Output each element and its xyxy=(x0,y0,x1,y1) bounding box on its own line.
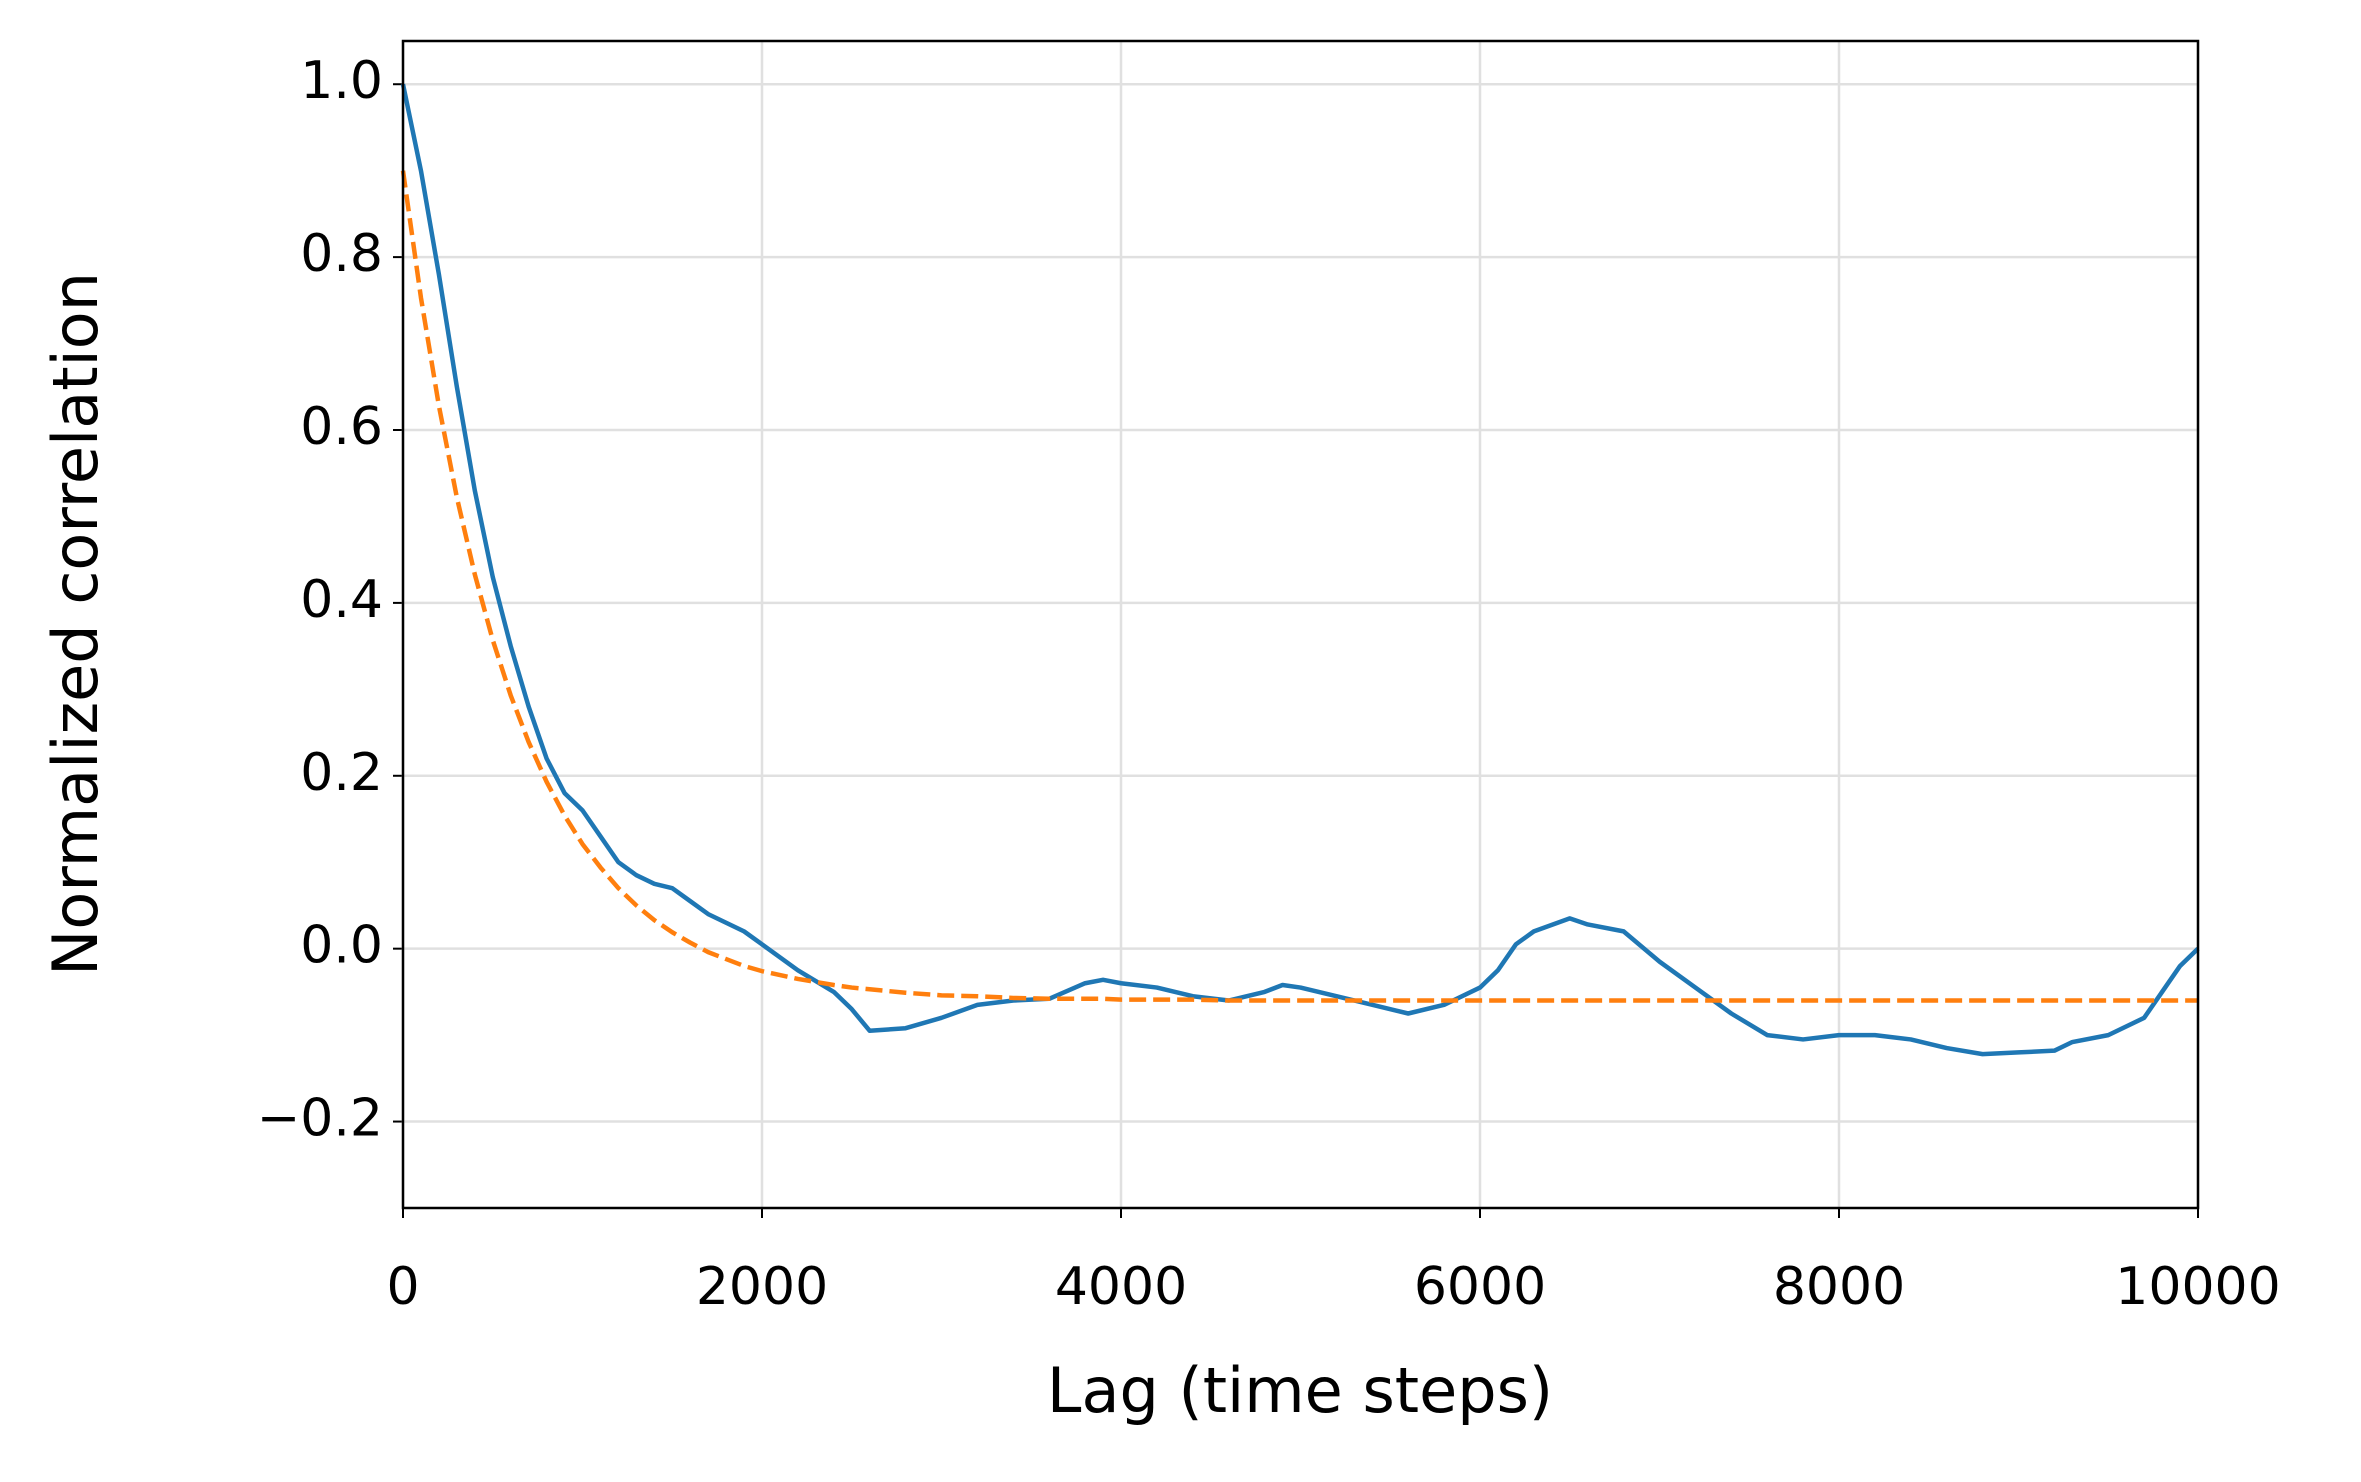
x-tick-label: 6000 xyxy=(1414,1257,1546,1317)
y-axis-label: Normalized correlation xyxy=(39,272,112,976)
y-tick-label: 0.4 xyxy=(300,570,383,630)
x-tick-label: 4000 xyxy=(1055,1257,1187,1317)
x-tick-label: 8000 xyxy=(1773,1257,1905,1317)
y-tick-label: 0.6 xyxy=(300,397,383,457)
y-tick-label: −0.2 xyxy=(257,1089,383,1149)
x-axis-label: Lag (time steps) xyxy=(1047,1354,1553,1427)
series-line xyxy=(400,83,2200,1057)
x-tick-label: 2000 xyxy=(696,1257,828,1317)
y-tick-label: 0.0 xyxy=(300,916,383,976)
series-line xyxy=(400,170,2198,1003)
x-tick-label: 10000 xyxy=(2115,1257,2280,1317)
plot-frame xyxy=(401,39,2200,1210)
y-tick-label: 0.2 xyxy=(300,743,383,803)
x-tick-label: 0 xyxy=(386,1257,419,1317)
y-tick-label: 0.8 xyxy=(300,224,383,284)
y-tick-label: 1.0 xyxy=(300,51,383,111)
